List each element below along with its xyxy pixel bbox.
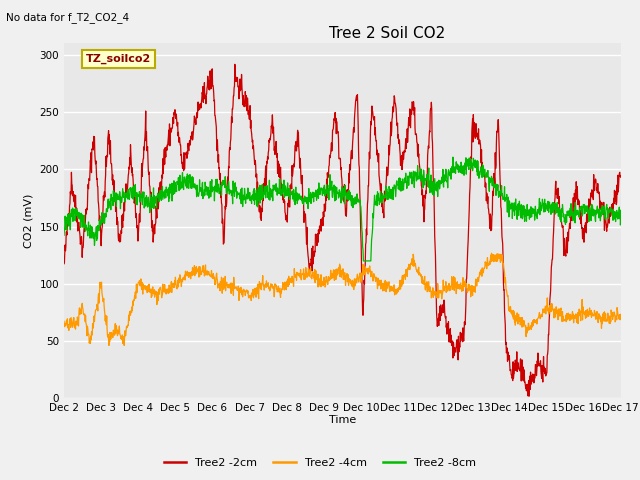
Tree2 -2cm <box>378 183 385 189</box>
Tree2 -2cm <box>617 174 625 180</box>
Tree2 -8cm <box>360 258 367 264</box>
Tree2 -4cm <box>105 343 113 348</box>
Tree2 -2cm <box>525 393 533 399</box>
Line: Tree2 -2cm: Tree2 -2cm <box>64 64 621 396</box>
Tree2 -2cm <box>231 61 239 67</box>
Tree2 -4cm <box>60 318 68 324</box>
Tree2 -4cm <box>297 267 305 273</box>
Tree2 -4cm <box>103 326 111 332</box>
Title: Tree 2 Soil CO2: Tree 2 Soil CO2 <box>329 25 445 41</box>
Tree2 -2cm <box>318 220 326 226</box>
Tree2 -2cm <box>103 153 111 158</box>
Tree2 -2cm <box>297 164 305 170</box>
Text: TZ_soilco2: TZ_soilco2 <box>86 54 152 64</box>
Tree2 -2cm <box>308 268 316 274</box>
Tree2 -4cm <box>617 313 625 319</box>
Text: No data for f_T2_CO2_4: No data for f_T2_CO2_4 <box>6 12 129 23</box>
Tree2 -4cm <box>308 273 316 278</box>
Tree2 -8cm <box>378 196 385 202</box>
Line: Tree2 -8cm: Tree2 -8cm <box>64 157 621 261</box>
Tree2 -8cm <box>296 196 304 202</box>
Tree2 -4cm <box>488 250 495 256</box>
Tree2 -8cm <box>449 154 457 160</box>
Y-axis label: CO2 (mV): CO2 (mV) <box>24 193 34 248</box>
Tree2 -8cm <box>103 207 111 213</box>
Tree2 -8cm <box>617 217 625 223</box>
Tree2 -8cm <box>318 186 326 192</box>
Tree2 -8cm <box>60 232 68 238</box>
Line: Tree2 -4cm: Tree2 -4cm <box>64 253 621 346</box>
X-axis label: Time: Time <box>329 415 356 425</box>
Tree2 -2cm <box>126 155 134 161</box>
Tree2 -8cm <box>308 192 316 198</box>
Legend: Tree2 -2cm, Tree2 -4cm, Tree2 -8cm: Tree2 -2cm, Tree2 -4cm, Tree2 -8cm <box>159 453 481 472</box>
Tree2 -2cm <box>60 261 68 267</box>
Tree2 -4cm <box>378 277 385 283</box>
Tree2 -8cm <box>126 192 134 198</box>
Tree2 -4cm <box>318 282 326 288</box>
Tree2 -4cm <box>126 309 134 314</box>
